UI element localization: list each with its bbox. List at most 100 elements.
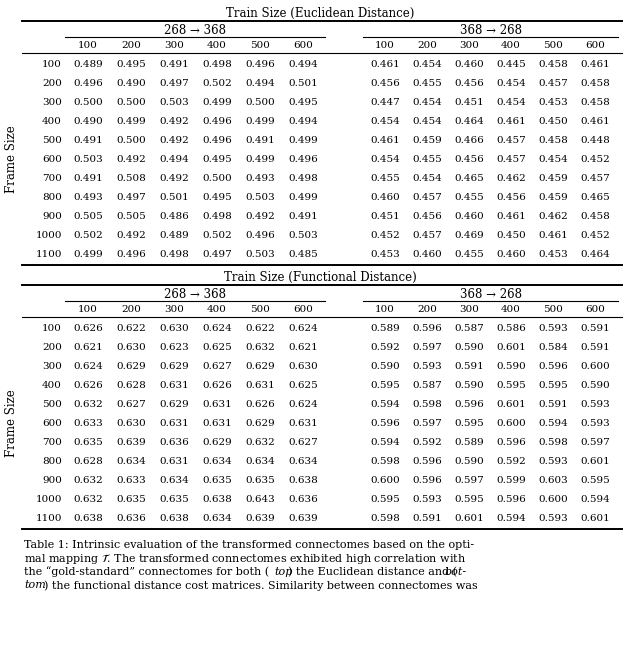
Text: 0.596: 0.596 xyxy=(370,419,400,428)
Text: 0.455: 0.455 xyxy=(412,155,442,164)
Text: 200: 200 xyxy=(121,305,141,315)
Text: 0.502: 0.502 xyxy=(202,79,232,88)
Text: 100: 100 xyxy=(78,42,98,50)
Text: 0.594: 0.594 xyxy=(538,419,568,428)
Text: 0.638: 0.638 xyxy=(202,495,232,504)
Text: 0.499: 0.499 xyxy=(245,155,275,164)
Text: 0.632: 0.632 xyxy=(73,400,103,409)
Text: 0.636: 0.636 xyxy=(159,438,189,447)
Text: 0.594: 0.594 xyxy=(580,495,610,504)
Text: 400: 400 xyxy=(207,42,227,50)
Text: 0.598: 0.598 xyxy=(412,400,442,409)
Text: 0.593: 0.593 xyxy=(412,362,442,371)
Text: 0.462: 0.462 xyxy=(538,212,568,221)
Text: 0.631: 0.631 xyxy=(202,419,232,428)
Text: 500: 500 xyxy=(42,136,62,145)
Text: 0.624: 0.624 xyxy=(202,324,232,333)
Text: 0.497: 0.497 xyxy=(116,193,146,202)
Text: 0.632: 0.632 xyxy=(245,438,275,447)
Text: 300: 300 xyxy=(459,42,479,50)
Text: 1100: 1100 xyxy=(35,250,62,259)
Text: 0.598: 0.598 xyxy=(538,438,568,447)
Text: 0.631: 0.631 xyxy=(245,381,275,390)
Text: 0.624: 0.624 xyxy=(73,362,103,371)
Text: 0.498: 0.498 xyxy=(202,212,232,221)
Text: 0.596: 0.596 xyxy=(496,438,526,447)
Text: 0.500: 0.500 xyxy=(202,174,232,183)
Text: 500: 500 xyxy=(42,400,62,409)
Text: 400: 400 xyxy=(42,381,62,390)
Text: 0.498: 0.498 xyxy=(288,174,318,183)
Text: 0.454: 0.454 xyxy=(538,155,568,164)
Text: 100: 100 xyxy=(78,305,98,315)
Text: 0.621: 0.621 xyxy=(73,343,103,352)
Text: 0.498: 0.498 xyxy=(159,250,189,259)
Text: 0.590: 0.590 xyxy=(370,362,400,371)
Text: 0.505: 0.505 xyxy=(116,212,146,221)
Text: 0.595: 0.595 xyxy=(538,381,568,390)
Text: 0.591: 0.591 xyxy=(412,514,442,523)
Text: 0.627: 0.627 xyxy=(288,438,318,447)
Text: 0.457: 0.457 xyxy=(496,155,526,164)
Text: 0.494: 0.494 xyxy=(288,117,318,126)
Text: 0.491: 0.491 xyxy=(245,136,275,145)
Text: 0.493: 0.493 xyxy=(73,193,103,202)
Text: 0.503: 0.503 xyxy=(73,155,103,164)
Text: 0.450: 0.450 xyxy=(538,117,568,126)
Text: 0.496: 0.496 xyxy=(73,79,103,88)
Text: 0.600: 0.600 xyxy=(496,419,526,428)
Text: 500: 500 xyxy=(250,305,270,315)
Text: 0.489: 0.489 xyxy=(159,231,189,240)
Text: 0.490: 0.490 xyxy=(116,79,146,88)
Text: 0.491: 0.491 xyxy=(288,212,318,221)
Text: 0.455: 0.455 xyxy=(370,174,400,183)
Text: 0.499: 0.499 xyxy=(73,250,103,259)
Text: 368 → 268: 368 → 268 xyxy=(460,24,522,36)
Text: 0.464: 0.464 xyxy=(580,250,610,259)
Text: 0.596: 0.596 xyxy=(496,495,526,504)
Text: 0.593: 0.593 xyxy=(412,495,442,504)
Text: 0.489: 0.489 xyxy=(73,60,103,69)
Text: 1000: 1000 xyxy=(35,231,62,240)
Text: 0.503: 0.503 xyxy=(159,98,189,107)
Text: 0.457: 0.457 xyxy=(412,193,442,202)
Text: 0.624: 0.624 xyxy=(288,400,318,409)
Text: 0.501: 0.501 xyxy=(288,79,318,88)
Text: 600: 600 xyxy=(585,42,605,50)
Text: 0.453: 0.453 xyxy=(370,250,400,259)
Text: 0.495: 0.495 xyxy=(202,193,232,202)
Text: 0.502: 0.502 xyxy=(202,231,232,240)
Text: 0.635: 0.635 xyxy=(202,476,232,485)
Text: 0.595: 0.595 xyxy=(370,381,400,390)
Text: 400: 400 xyxy=(42,117,62,126)
Text: 500: 500 xyxy=(543,305,563,315)
Text: 0.594: 0.594 xyxy=(370,438,400,447)
Text: Frame Size: Frame Size xyxy=(6,389,19,457)
Text: 0.454: 0.454 xyxy=(496,79,526,88)
Text: 0.595: 0.595 xyxy=(496,381,526,390)
Text: 0.454: 0.454 xyxy=(370,117,400,126)
Text: 900: 900 xyxy=(42,212,62,221)
Text: 0.508: 0.508 xyxy=(116,174,146,183)
Text: 0.454: 0.454 xyxy=(412,60,442,69)
Text: 0.629: 0.629 xyxy=(202,438,232,447)
Text: 0.623: 0.623 xyxy=(159,343,189,352)
Text: 0.460: 0.460 xyxy=(370,193,400,202)
Text: 0.591: 0.591 xyxy=(454,362,484,371)
Text: 200: 200 xyxy=(42,343,62,352)
Text: 0.597: 0.597 xyxy=(454,476,484,485)
Text: 0.452: 0.452 xyxy=(370,231,400,240)
Text: 0.505: 0.505 xyxy=(73,212,103,221)
Text: 0.501: 0.501 xyxy=(159,193,189,202)
Text: 600: 600 xyxy=(42,155,62,164)
Text: 0.491: 0.491 xyxy=(159,60,189,69)
Text: 1000: 1000 xyxy=(35,495,62,504)
Text: 0.635: 0.635 xyxy=(116,495,146,504)
Text: 0.496: 0.496 xyxy=(202,136,232,145)
Text: 0.456: 0.456 xyxy=(370,79,400,88)
Text: 0.600: 0.600 xyxy=(580,362,610,371)
Text: 0.600: 0.600 xyxy=(370,476,400,485)
Text: 0.639: 0.639 xyxy=(245,514,275,523)
Text: 0.494: 0.494 xyxy=(245,79,275,88)
Text: 0.630: 0.630 xyxy=(159,324,189,333)
